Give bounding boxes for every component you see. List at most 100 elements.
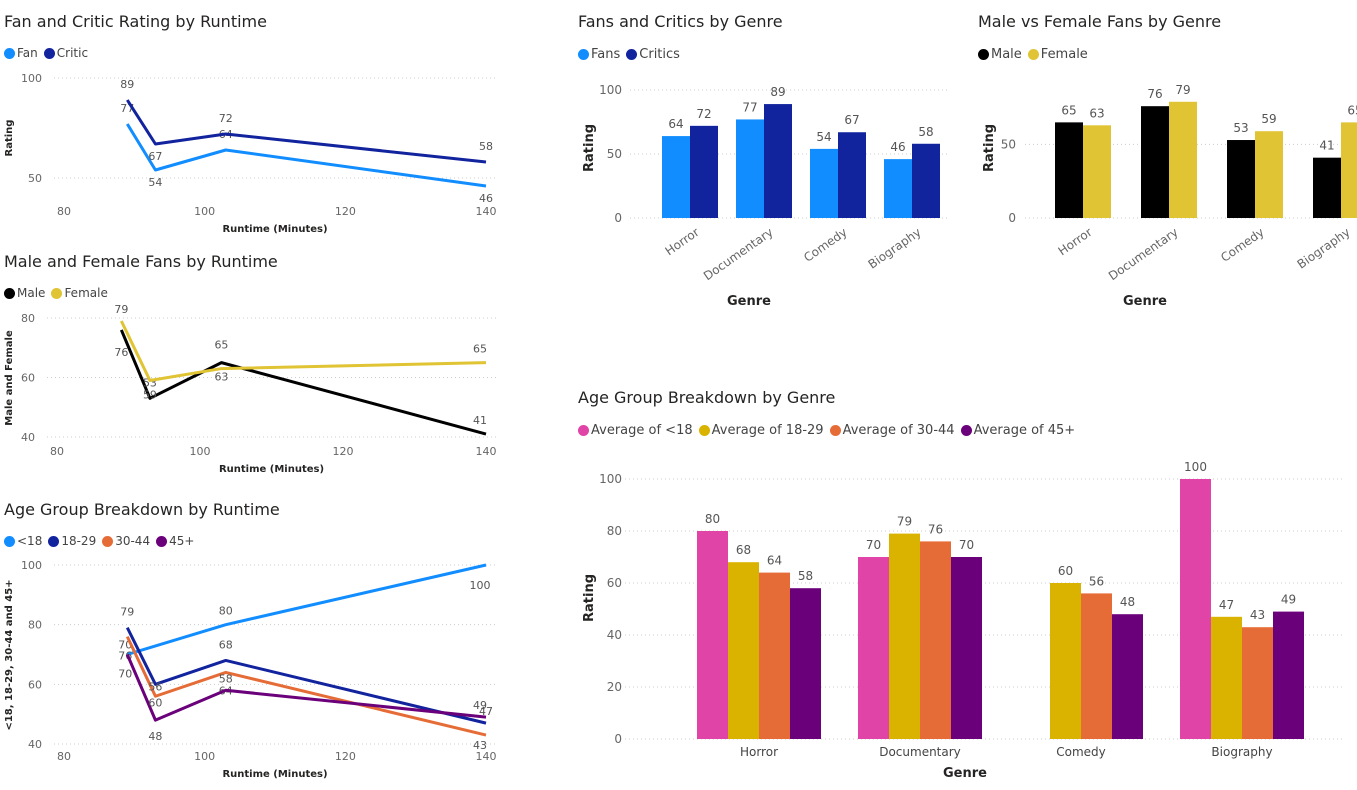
male-female-runtime-panel: Male and Female Fans by Runtime Male Fem… — [4, 252, 504, 482]
series-line-Critic — [126, 99, 487, 164]
bar-horror-0 — [697, 531, 728, 739]
data-label: 64 — [668, 117, 683, 131]
x-tick-label: Comedy — [1056, 745, 1106, 759]
x-tick-label: Biography — [1211, 745, 1272, 759]
data-label: 68 — [219, 638, 233, 651]
fan-critic-runtime-panel: Fan and Critic Rating by Runtime Fan Cri… — [4, 12, 504, 242]
data-label: 79 — [120, 606, 134, 619]
data-label: 58 — [219, 672, 233, 685]
data-label: 63 — [1089, 106, 1104, 120]
data-label: 76 — [114, 346, 128, 359]
data-label: 65 — [1347, 103, 1357, 117]
data-label: 67 — [148, 150, 162, 163]
legend-item-female[interactable]: Female — [1027, 47, 1088, 62]
data-label: 89 — [770, 85, 785, 99]
legend-item-critic[interactable]: Critic — [43, 46, 88, 60]
legend-dot-icon — [829, 425, 841, 436]
x-axis-title: Genre — [1123, 294, 1167, 309]
y-tick-label: 60 — [28, 678, 42, 691]
legend-dot-icon — [51, 287, 63, 299]
data-label: 43 — [1250, 608, 1265, 622]
bar-documentary-1 — [1169, 101, 1197, 218]
data-label: 60 — [1058, 564, 1073, 578]
y-tick-label: 80 — [21, 312, 35, 325]
x-tick-label: 100 — [194, 205, 215, 218]
chart-title: Age Group Breakdown by Genre — [578, 388, 836, 407]
chart-title: Age Group Breakdown by Runtime — [4, 500, 280, 519]
series-line-18-29 — [125, 626, 487, 725]
legend-item-critics[interactable]: Critics — [626, 47, 680, 62]
legend-item-male[interactable]: Male — [978, 47, 1022, 62]
y-axis-title: Rating — [582, 124, 597, 172]
legend-item-under18[interactable]: Average of <18 — [578, 423, 693, 438]
legend-dot-icon — [156, 535, 168, 547]
legend-dot-icon — [960, 425, 972, 436]
x-tick-label: 80 — [57, 205, 71, 218]
bar-documentary-0 — [1141, 106, 1169, 218]
x-axis-title: Genre — [727, 294, 771, 309]
bar-horror-0 — [662, 136, 690, 218]
data-label: 59 — [1261, 112, 1276, 126]
legend-item-fans[interactable]: Fans — [578, 47, 620, 62]
data-label: 72 — [219, 112, 233, 125]
y-tick-label: 40 — [28, 738, 42, 751]
fans-critics-genre-panel: Fans and Critics by Genre Fans Critics — [578, 12, 958, 312]
data-label: 100 — [1184, 460, 1207, 474]
bar-comedy-1 — [1050, 583, 1081, 739]
legend-item-45plus[interactable]: Average of 45+ — [960, 423, 1075, 438]
data-label: 63 — [214, 371, 228, 384]
y-tick-label: 100 — [21, 72, 42, 85]
bar-comedy-1 — [1255, 131, 1283, 218]
data-label: 47 — [479, 705, 493, 718]
legend-item-18-29[interactable]: Average of 18-29 — [698, 423, 824, 438]
x-axis-title: Genre — [943, 766, 987, 781]
data-label: 56 — [148, 680, 162, 693]
legend: Male Female — [4, 286, 108, 300]
legend-item-male[interactable]: Male — [4, 286, 45, 300]
legend-item-45plus[interactable]: 45+ — [156, 534, 194, 548]
chart-title: Male and Female Fans by Runtime — [4, 252, 278, 271]
x-axis-title: Runtime (Minutes) — [222, 224, 327, 235]
data-label: 41 — [473, 414, 487, 427]
legend-dot-icon — [1027, 49, 1039, 60]
x-tick-label: 100 — [194, 750, 215, 763]
legend-item-18-29[interactable]: 18-29 — [48, 534, 96, 548]
data-label: 48 — [148, 730, 162, 743]
y-tick-label: 40 — [607, 628, 622, 642]
bar-documentary-3 — [951, 557, 982, 739]
data-label: 76 — [1147, 87, 1162, 101]
x-axis-title: Runtime (Minutes) — [222, 769, 327, 780]
y-tick-label: 60 — [21, 372, 35, 385]
legend-item-under18[interactable]: <18 — [4, 534, 42, 548]
y-axis-title: Rating — [4, 120, 15, 157]
legend-item-30-44[interactable]: Average of 30-44 — [829, 423, 955, 438]
legend-item-fan[interactable]: Fan — [4, 46, 38, 60]
legend-dot-icon — [4, 535, 15, 547]
y-axis-title: Male and Female — [4, 330, 15, 426]
x-tick-label: 120 — [335, 205, 356, 218]
bar-comedy-2 — [1081, 593, 1112, 739]
data-label: 77 — [742, 100, 757, 114]
bar-biography-0 — [884, 159, 912, 218]
data-label: 46 — [890, 140, 905, 154]
x-tick-label: 120 — [333, 445, 354, 458]
legend-item-30-44[interactable]: 30-44 — [102, 534, 150, 548]
series-line-Female — [119, 320, 487, 382]
bar-comedy-0 — [1227, 140, 1255, 218]
data-label: 59 — [143, 388, 157, 401]
legend-item-female[interactable]: Female — [51, 286, 108, 300]
bar-horror-1 — [690, 125, 718, 218]
bar-documentary-2 — [920, 541, 951, 739]
bar-comedy-0 — [810, 148, 838, 218]
bar-documentary-1 — [764, 104, 792, 218]
data-label: 48 — [1120, 595, 1135, 609]
data-label: 76 — [928, 522, 943, 536]
age-runtime-panel: Age Group Breakdown by Runtime <18 18-29… — [4, 500, 504, 780]
y-tick-label: 0 — [614, 732, 622, 746]
x-tick-label: 140 — [476, 750, 497, 763]
data-label: 49 — [1281, 593, 1296, 607]
bar-horror-2 — [759, 572, 790, 739]
y-tick-label: 100 — [21, 559, 42, 572]
data-label: 64 — [767, 554, 782, 568]
